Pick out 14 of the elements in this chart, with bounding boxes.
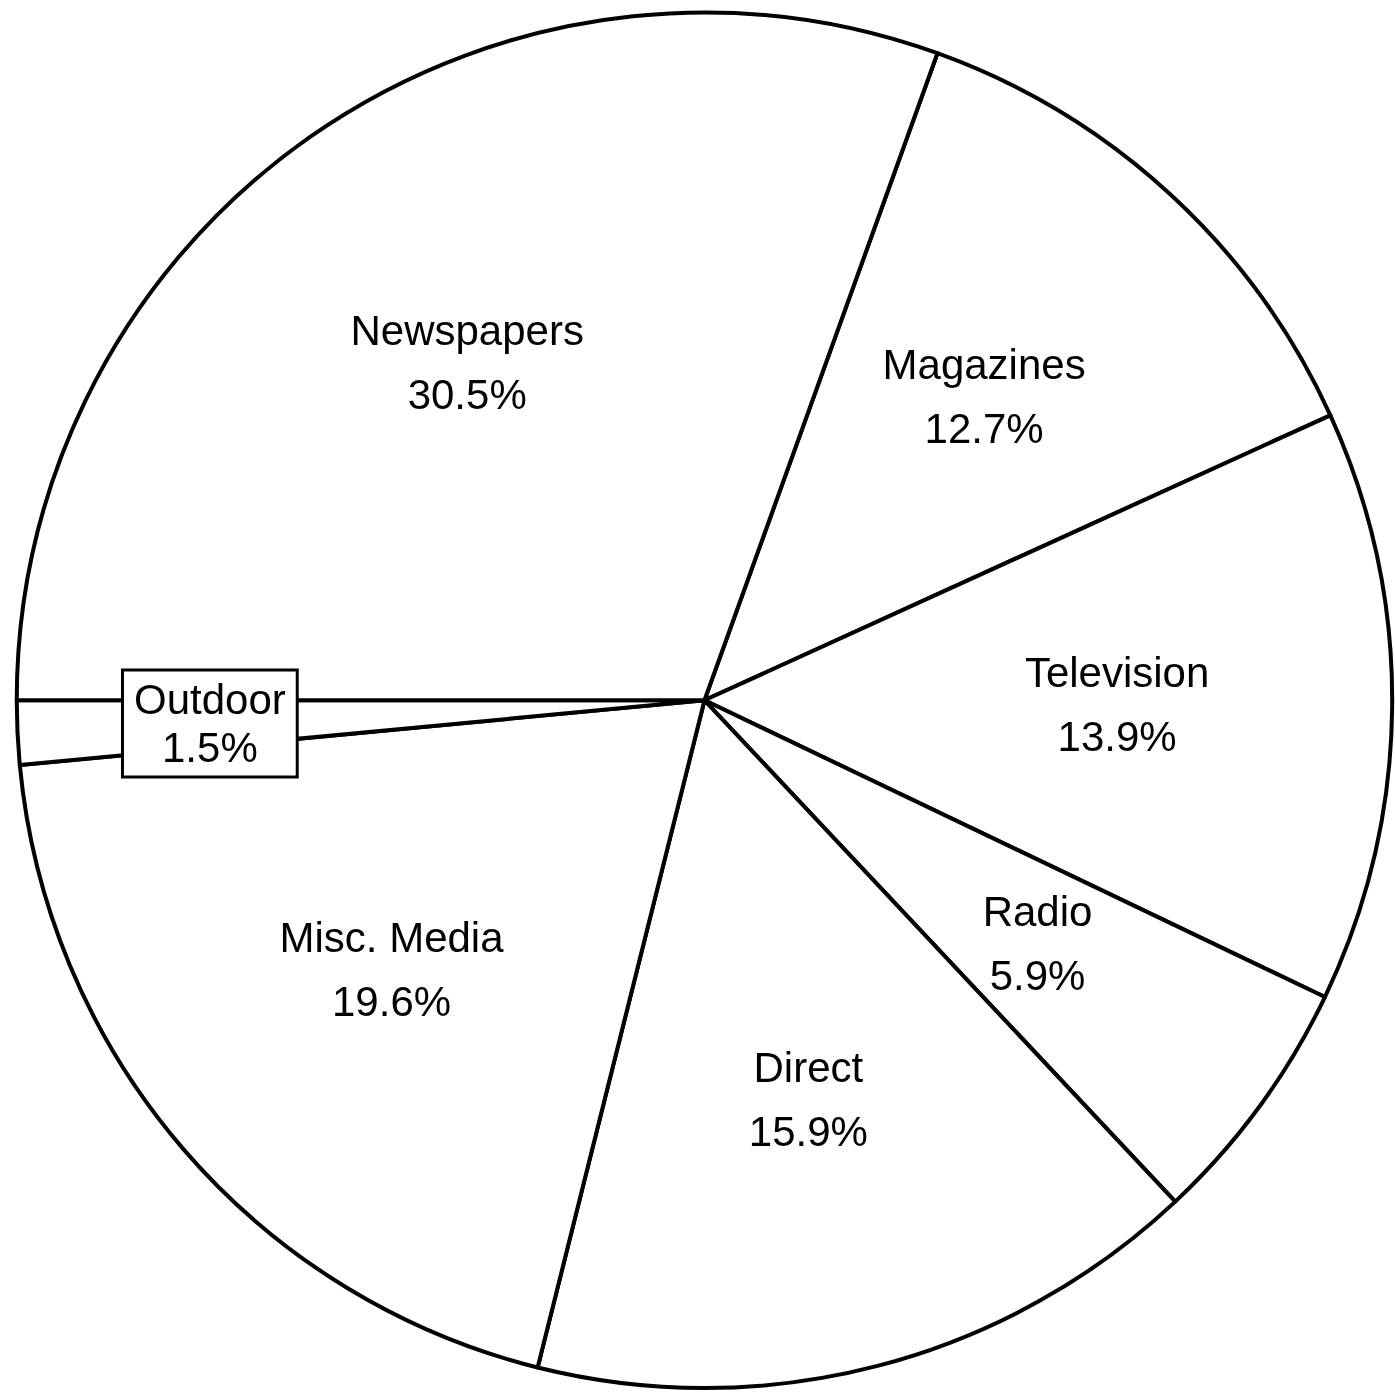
- data-label: 1.5%: [161, 724, 258, 772]
- data-label: 30.5%: [407, 371, 527, 419]
- slice-label: Misc. Media: [279, 913, 505, 961]
- data-label: 5.9%: [989, 952, 1086, 1000]
- slice-label: Radio: [982, 888, 1093, 936]
- data-label: 12.7%: [924, 405, 1044, 453]
- data-label: 13.9%: [1057, 712, 1177, 760]
- data-label: 19.6%: [332, 977, 452, 1025]
- slice-label: Direct: [753, 1044, 864, 1092]
- slice-label: Newspapers: [350, 307, 584, 355]
- slice-label: Outdoor: [133, 676, 286, 724]
- slice-label: Television: [1024, 648, 1210, 696]
- data-label: 15.9%: [748, 1108, 868, 1156]
- slice-label: Magazines: [882, 341, 1086, 389]
